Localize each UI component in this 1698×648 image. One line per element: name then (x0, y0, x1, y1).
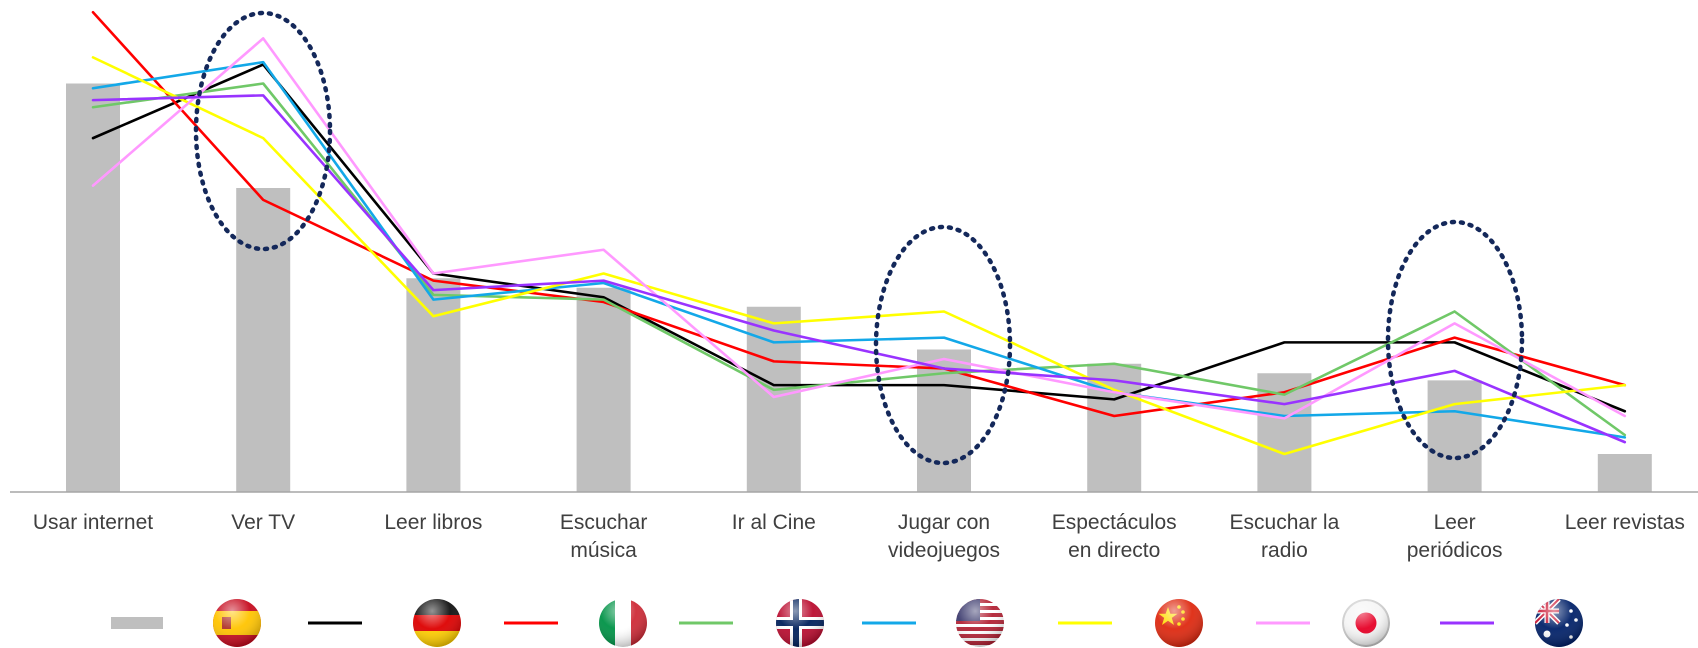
norway-flag-icon (776, 599, 824, 647)
bar-3 (576, 287, 631, 492)
italy-flag-icon (599, 599, 647, 647)
highlight-ellipse-ver-tv (193, 10, 333, 252)
usa-flag-icon (956, 599, 1004, 647)
bar-0 (66, 83, 120, 492)
tick-label-3: Escuchar música (560, 511, 648, 562)
tick-label-2: Leer libros (384, 511, 482, 534)
series-line-japan (91, 37, 1627, 420)
highlight-ellipse-videojuegos (873, 224, 1013, 466)
spain-flag-icon (213, 599, 261, 647)
tick-label-7: Escuchar la radio (1230, 511, 1340, 562)
series-line-usa (91, 60, 1627, 439)
china-flag-icon (1155, 599, 1203, 647)
series-line-norway (91, 82, 1627, 437)
highlight-ellipse-periodicos (1385, 219, 1525, 461)
series-line-germany (91, 63, 1627, 413)
bar-9 (1597, 454, 1652, 492)
series-line-italy (91, 10, 1627, 418)
bar-4 (746, 306, 801, 492)
series-line-china (91, 56, 1627, 456)
tick-label-8: Leer periódicos (1407, 511, 1503, 562)
bar-series (66, 83, 1652, 492)
bar-8 (1427, 380, 1482, 492)
tick-label-4: Ir al Cine (732, 511, 816, 534)
legend (111, 599, 1583, 647)
japan-flag-icon (1342, 599, 1390, 647)
bar-2 (406, 278, 461, 492)
line-series-group (91, 10, 1627, 456)
tick-label-6: Espectáculos en directo (1052, 511, 1177, 562)
tick-label-0: Usar internet (33, 511, 153, 534)
tick-label-9: Leer revistas (1565, 511, 1685, 534)
germany-flag-icon (413, 599, 461, 647)
tick-label-1: Ver TV (231, 511, 295, 534)
bar-1 (236, 188, 291, 492)
tick-label-5: Jugar con videojuegos (888, 511, 1000, 562)
series-line-australia (91, 94, 1627, 444)
australia-flag-icon (1535, 599, 1583, 647)
legend-swatch-bar (111, 617, 163, 629)
category-labels: Usar internet Ver TV Leer libros Escuchar mú… (33, 511, 1685, 562)
